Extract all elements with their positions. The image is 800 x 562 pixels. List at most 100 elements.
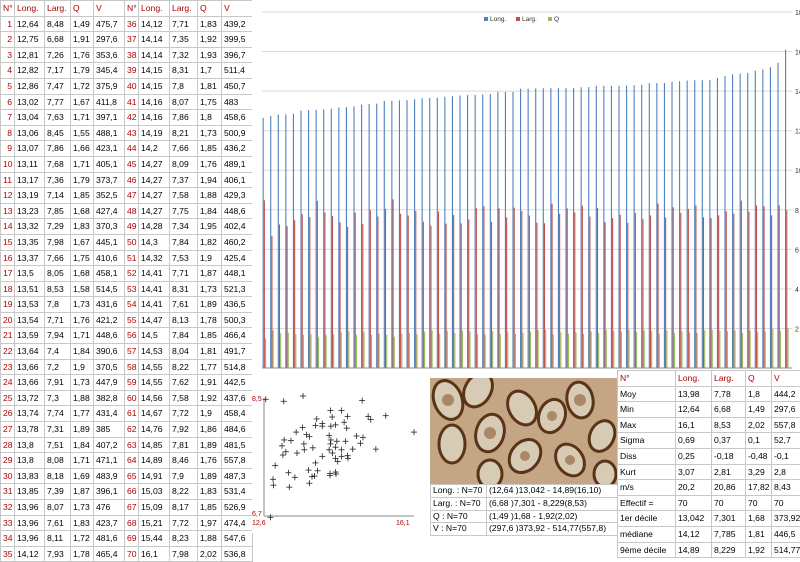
bar-long [588, 87, 589, 368]
cell: 17,82 [746, 480, 772, 496]
cell: 14,12 [139, 16, 170, 32]
bar-larg [332, 216, 333, 368]
cell: 1,81 [198, 78, 222, 94]
column-header: N° [618, 371, 676, 387]
cell: 15,21 [139, 515, 170, 531]
row-label: Sigma [618, 433, 676, 449]
cell: 7,98 [45, 234, 71, 250]
row-label: 19 [1, 297, 15, 313]
bar-long [785, 50, 786, 368]
bar-q [363, 332, 364, 368]
cell: 7,35 [170, 32, 198, 48]
scatter-xmin-label: 12,6 [252, 520, 266, 527]
cell: 7,53 [170, 250, 198, 266]
bar-long [702, 80, 703, 368]
cell: 1,92 [198, 32, 222, 48]
cell: 14,91 [139, 468, 170, 484]
row-label: 42 [125, 110, 139, 126]
bar-q [568, 333, 569, 368]
bar-long [459, 95, 460, 368]
bar-larg [438, 212, 439, 368]
cell: 1,81 [746, 526, 772, 542]
row-label: Diss [618, 448, 676, 464]
cell: 447,9 [94, 375, 125, 391]
cell: 14,19 [139, 125, 170, 141]
bar-q [424, 332, 425, 368]
cell: 13,78 [15, 422, 45, 438]
cell: 1,76 [71, 47, 94, 63]
cell: 481,5 [222, 437, 253, 453]
bar-larg [370, 210, 371, 368]
cell: 439,2 [222, 16, 253, 32]
cell: 406,1 [222, 172, 253, 188]
cell: 7,785 [712, 526, 746, 542]
row-label: 16 [1, 250, 15, 266]
ci-row: V : N=70(297,6 )373,92 - 514,77(557,8) [431, 523, 618, 536]
cell: 431,6 [94, 297, 125, 313]
bar-long [376, 104, 377, 368]
cell: 13,66 [15, 375, 45, 391]
cell: 13,96 [15, 500, 45, 516]
bar-long [300, 110, 301, 368]
y-tick-label: 12 [795, 129, 800, 136]
bar-q [409, 333, 410, 368]
cell: 14,55 [139, 359, 170, 375]
cell: 13,74 [15, 406, 45, 422]
cell: 8,53 [712, 417, 746, 433]
bar-long [316, 110, 317, 368]
bar-q [303, 335, 304, 368]
row-label: 63 [125, 437, 139, 453]
bar-q [273, 330, 274, 368]
row-label: 56 [125, 328, 139, 344]
cell: 526,9 [222, 500, 253, 516]
cell: 345,4 [94, 63, 125, 79]
bar-long [452, 96, 453, 368]
cell: 1,77 [71, 406, 94, 422]
cell: 14,14 [139, 32, 170, 48]
cell: 6,68 [712, 402, 746, 418]
bar-long [687, 81, 688, 368]
cell: 0,37 [712, 433, 746, 449]
cell: 14,67 [139, 406, 170, 422]
cell: 13,02 [15, 94, 45, 110]
cell: 411,8 [94, 94, 125, 110]
cell: 7,81 [170, 437, 198, 453]
cell: 7,86 [170, 110, 198, 126]
bar-long [747, 73, 748, 368]
bar-long [323, 110, 324, 368]
bar-larg [468, 219, 469, 368]
cell: 14,27 [139, 172, 170, 188]
y-tick-label: 2 [795, 326, 799, 333]
cell: 1,72 [71, 78, 94, 94]
bar-q [689, 332, 690, 368]
bar-long [346, 107, 347, 368]
cell: 1,79 [71, 172, 94, 188]
cell: 7,63 [45, 110, 71, 126]
bar-long [512, 92, 513, 368]
cell: 445,1 [94, 234, 125, 250]
bar-q [742, 333, 743, 368]
column-header: V [94, 1, 125, 17]
cell: 13,85 [15, 484, 45, 500]
bar-q [507, 332, 508, 368]
bar-larg [582, 206, 583, 368]
bar-long [543, 88, 544, 368]
cell: 1,68 [71, 203, 94, 219]
bar-long [399, 100, 400, 368]
cell: 52,7 [772, 433, 800, 449]
cell: 448,6 [94, 328, 125, 344]
cell: 1,71 [71, 328, 94, 344]
bar-larg [559, 214, 560, 368]
